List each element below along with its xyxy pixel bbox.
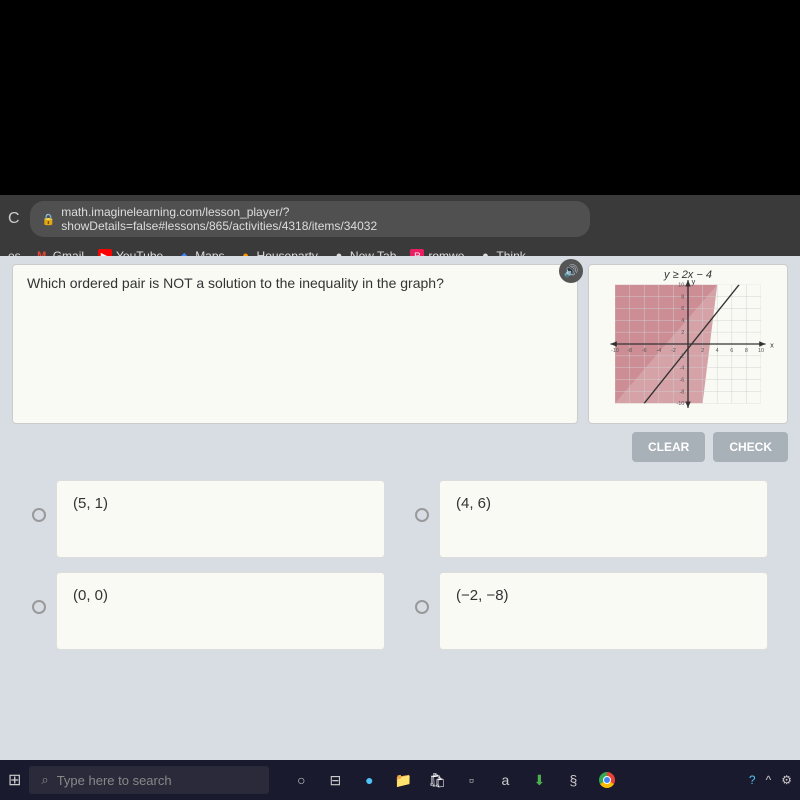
svg-text:2: 2 bbox=[681, 330, 684, 336]
taskview-icon[interactable]: ⊟ bbox=[323, 768, 347, 792]
dropbox-icon[interactable]: ⬇ bbox=[527, 768, 551, 792]
app-icon-1[interactable]: ▫ bbox=[459, 768, 483, 792]
edge-icon[interactable]: ● bbox=[357, 768, 381, 792]
taskbar-search[interactable]: ⌕ Type here to search bbox=[29, 766, 269, 794]
svg-text:-2: -2 bbox=[671, 348, 676, 354]
app-icon-2[interactable]: a bbox=[493, 768, 517, 792]
radio-3[interactable] bbox=[32, 600, 46, 614]
svg-text:8: 8 bbox=[745, 348, 748, 354]
reload-icon[interactable]: C bbox=[8, 210, 20, 228]
svg-text:-10: -10 bbox=[676, 401, 684, 407]
graph-panel: y ≥ 2x − 4 bbox=[588, 264, 788, 424]
taskbar: ⊞ ⌕ Type here to search ○ ⊟ ● 📁 🛍 ▫ a ⬇ … bbox=[0, 760, 800, 800]
explorer-icon[interactable]: 📁 bbox=[391, 768, 415, 792]
radio-1[interactable] bbox=[32, 508, 46, 522]
speaker-icon[interactable]: 🔊 bbox=[559, 259, 583, 283]
answer-box-2: (4, 6) bbox=[439, 480, 768, 558]
svg-text:-10: -10 bbox=[611, 348, 619, 354]
answer-box-4: (−2, −8) bbox=[439, 572, 768, 650]
graph-title: y ≥ 2x − 4 bbox=[664, 269, 712, 281]
store-icon[interactable]: 🛍 bbox=[425, 768, 449, 792]
radio-4[interactable] bbox=[415, 600, 429, 614]
question-text: Which ordered pair is NOT a solution to … bbox=[27, 275, 563, 291]
svg-text:10: 10 bbox=[758, 348, 764, 354]
svg-text:-8: -8 bbox=[679, 389, 684, 395]
url-bar: C 🔒 math.imaginelearning.com/lesson_play… bbox=[0, 195, 800, 243]
url-text: math.imaginelearning.com/lesson_player/?… bbox=[61, 205, 577, 233]
svg-text:6: 6 bbox=[730, 348, 733, 354]
svg-text:-8: -8 bbox=[627, 348, 632, 354]
lock-icon: 🔒 bbox=[42, 213, 56, 226]
check-button[interactable]: CHECK bbox=[713, 432, 788, 462]
svg-text:6: 6 bbox=[681, 306, 684, 312]
answer-box-1: (5, 1) bbox=[56, 480, 385, 558]
svg-text:4: 4 bbox=[681, 318, 684, 324]
answer-option-4[interactable]: (−2, −8) bbox=[415, 572, 768, 650]
chrome-icon[interactable] bbox=[595, 768, 619, 792]
answer-option-1[interactable]: (5, 1) bbox=[32, 480, 385, 558]
inequality-graph: x y -10-8-6-4-2 246810 246810 -2-4-6-8-1… bbox=[595, 271, 781, 417]
svg-text:-4: -4 bbox=[679, 366, 684, 372]
tray-icon[interactable]: ⚙ bbox=[781, 773, 792, 787]
svg-text:8: 8 bbox=[681, 294, 684, 300]
svg-text:-6: -6 bbox=[642, 348, 647, 354]
help-icon[interactable]: ? bbox=[749, 773, 756, 787]
svg-text:4: 4 bbox=[716, 348, 719, 354]
content-area: 🔊 Which ordered pair is NOT a solution t… bbox=[0, 256, 800, 760]
answer-box-3: (0, 0) bbox=[56, 572, 385, 650]
answer-option-3[interactable]: (0, 0) bbox=[32, 572, 385, 650]
cortana-icon[interactable]: ○ bbox=[289, 768, 313, 792]
answer-option-2[interactable]: (4, 6) bbox=[415, 480, 768, 558]
svg-text:-4: -4 bbox=[656, 348, 661, 354]
svg-text:10: 10 bbox=[678, 283, 684, 289]
search-icon: ⌕ bbox=[41, 772, 48, 788]
question-panel: 🔊 Which ordered pair is NOT a solution t… bbox=[12, 264, 578, 424]
app-icon-3[interactable]: § bbox=[561, 768, 585, 792]
svg-text:-2: -2 bbox=[679, 354, 684, 360]
url-pill[interactable]: 🔒 math.imaginelearning.com/lesson_player… bbox=[30, 201, 590, 237]
chevron-up-icon[interactable]: ^ bbox=[766, 773, 772, 787]
svg-text:x: x bbox=[770, 341, 774, 350]
clear-button[interactable]: CLEAR bbox=[632, 432, 705, 462]
svg-text:2: 2 bbox=[701, 348, 704, 354]
answers-grid: (5, 1) (4, 6) (0, 0) (−2, −8) bbox=[12, 480, 788, 650]
search-placeholder: Type here to search bbox=[57, 773, 172, 788]
svg-text:-6: -6 bbox=[679, 377, 684, 383]
start-icon[interactable]: ⊞ bbox=[8, 770, 21, 790]
radio-2[interactable] bbox=[415, 508, 429, 522]
